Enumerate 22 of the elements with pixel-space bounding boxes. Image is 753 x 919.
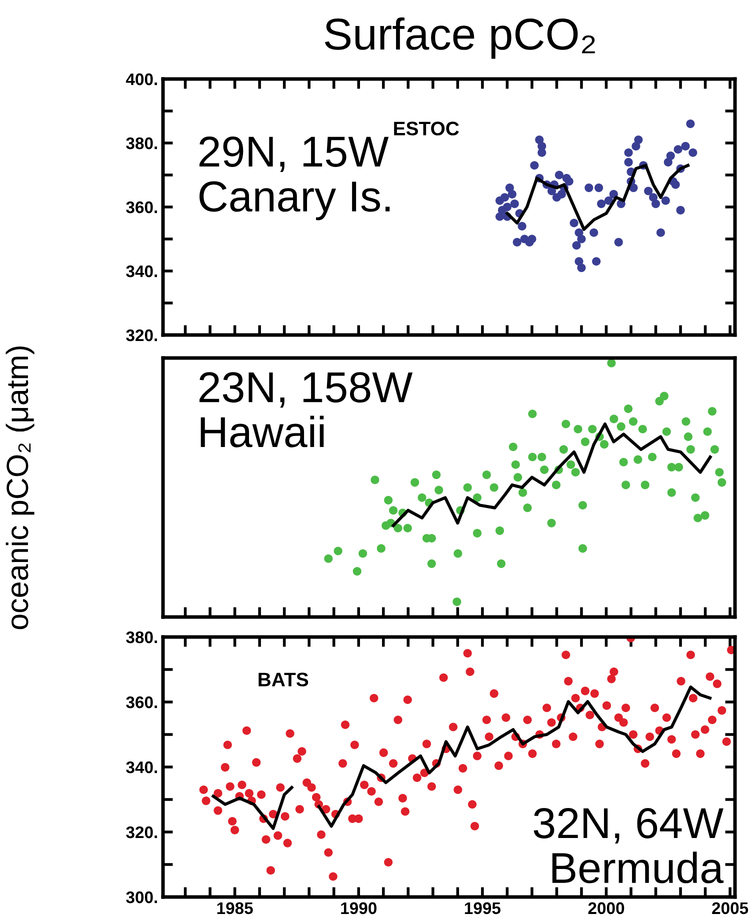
x-tick-label: 2005 (712, 902, 748, 914)
x-tick-label: 1985 (217, 902, 253, 914)
y-tick-label: 360. (126, 696, 157, 708)
y-tick-label: 340. (126, 761, 157, 774)
y-tick-label: 320. (126, 826, 157, 838)
annotation: 29N, 15W Canary Is. (199, 136, 390, 220)
x-tick-label: 1990 (341, 902, 376, 914)
y-tick-label: 380. (126, 631, 157, 644)
y-tick-label: 300. (126, 891, 157, 904)
x-tick-label: 1995 (464, 902, 501, 914)
annotation: 23N, 158W Hawaii (199, 372, 413, 448)
y-tick-label: 400. (126, 73, 157, 86)
y-tick-label: 380. (126, 137, 157, 150)
y-tick-label: 340. (126, 265, 157, 278)
annotation: ESTOC (394, 122, 459, 136)
y-tick-label: 360. (126, 201, 157, 214)
y-tick-label: 320. (126, 329, 157, 342)
annotation: 32N, 64W Bermuda (534, 808, 724, 884)
chart-title: Surface pCO₂ (324, 17, 595, 59)
annotation: BATS (258, 672, 308, 686)
y-axis-title: oceanic pCO₂ (μatm) (6, 346, 34, 630)
x-tick-label: 2000 (588, 902, 624, 914)
